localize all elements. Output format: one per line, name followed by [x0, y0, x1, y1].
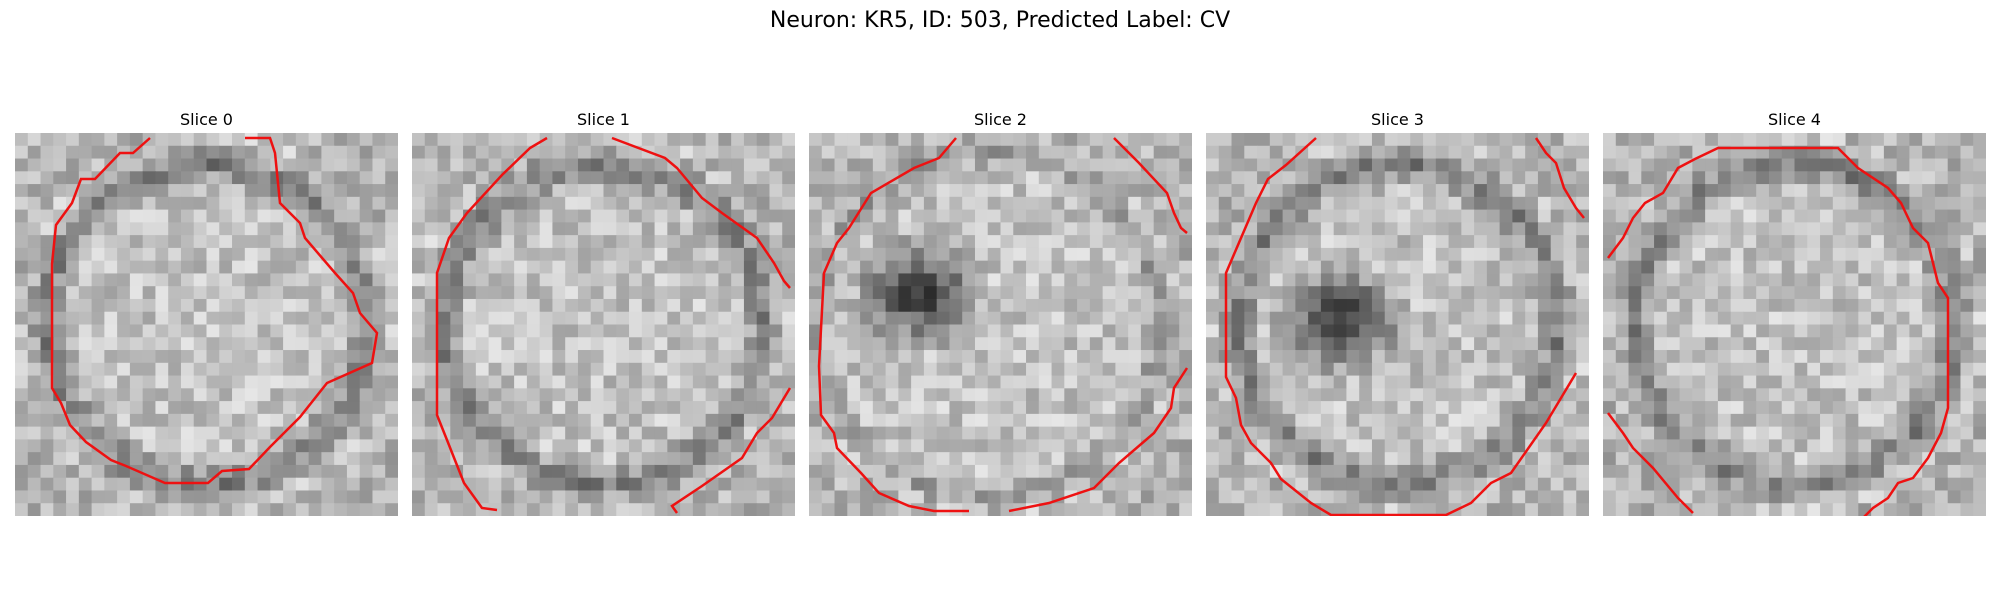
- slice-title-1: Slice 1: [577, 110, 630, 129]
- slice-image-1: [412, 133, 795, 516]
- contour-line: [670, 387, 792, 514]
- figure-title: Neuron: KR5, ID: 503, Predicted Label: C…: [769, 8, 1231, 33]
- contour-line: [817, 137, 969, 513]
- contour-line: [1607, 146, 1950, 516]
- slice-panel-1: Slice 1: [412, 109, 795, 516]
- slice-panel-4: Slice 4: [1603, 109, 1986, 516]
- grayscale-patch: [412, 133, 795, 516]
- grayscale-patch: [1603, 133, 1986, 516]
- grayscale-patch: [809, 133, 1192, 516]
- contour-line: [435, 136, 548, 512]
- contour-line: [1224, 137, 1578, 516]
- slice-image-3: [1206, 133, 1589, 516]
- contour-line: [1008, 367, 1189, 513]
- contour-line: [611, 136, 791, 289]
- slice-panel-2: Slice 2: [809, 109, 1192, 516]
- grayscale-patch: [1206, 133, 1589, 516]
- contour-line: [1113, 137, 1188, 234]
- slice-panel-3: Slice 3: [1206, 109, 1589, 516]
- slice-title-2: Slice 2: [974, 110, 1027, 129]
- contour-line: [1534, 137, 1585, 219]
- contour-line: [50, 136, 379, 485]
- slice-title-0: Slice 0: [180, 110, 233, 129]
- slice-image-4: [1603, 133, 1986, 516]
- grayscale-patch: [15, 133, 398, 516]
- slice-title-4: Slice 4: [1768, 110, 1821, 129]
- slice-panel-0: Slice 0: [15, 109, 398, 516]
- slice-image-0: [15, 133, 398, 516]
- contour-line: [1607, 412, 1694, 514]
- slice-image-2: [809, 133, 1192, 516]
- slice-title-3: Slice 3: [1371, 110, 1424, 129]
